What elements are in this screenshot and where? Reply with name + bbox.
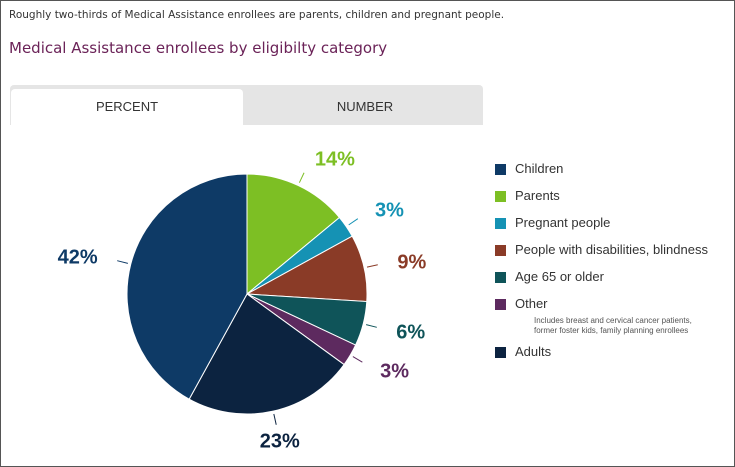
subtitle: Roughly two-thirds of Medical Assistance… [9,9,505,21]
legend-swatch [495,347,506,358]
legend-label: Adults [515,344,552,359]
legend-label: Children [515,161,564,176]
legend-label: Pregnant people [515,215,611,230]
tab-number[interactable]: NUMBER [336,99,394,114]
leader-line [366,324,377,328]
leader-line [366,264,378,268]
legend-swatch [495,272,506,283]
legend-swatch [495,299,506,310]
legend-swatch [495,245,506,256]
data-label: 23% [260,430,300,452]
data-label: 42% [58,247,98,269]
tab-bar: PERCENT NUMBER [10,85,483,125]
data-label: 3% [375,200,404,222]
leader-line [298,172,305,183]
data-label: 6% [396,321,425,343]
chart-title: Medical Assistance enrollees by eligibil… [9,39,388,57]
legend-swatch [495,218,506,229]
pie-chart: 14% 3% 9% 6% 3% 23% 42% [58,148,427,452]
legend-swatch [495,191,506,202]
leader-line [352,356,363,363]
legend-swatch [495,164,506,175]
legend-note: Includes breast and cervical cancer pati… [534,316,692,335]
legend-label: Age 65 or older [515,269,604,284]
legend-label: Parents [515,188,560,203]
pie-slice-parents[interactable] [246,173,341,296]
legend-label: Other [515,296,548,311]
data-label: 9% [397,251,426,273]
pie-slice-children[interactable] [126,173,248,400]
data-label: 14% [315,148,355,170]
leader-line [348,218,359,226]
leader-line [273,413,277,425]
legend-label: People with disabilities, blindness [515,242,708,257]
data-label: 3% [380,360,409,382]
leader-line [117,260,128,264]
pie-slice-adults[interactable] [188,293,345,415]
tab-percent[interactable]: PERCENT [11,89,243,125]
